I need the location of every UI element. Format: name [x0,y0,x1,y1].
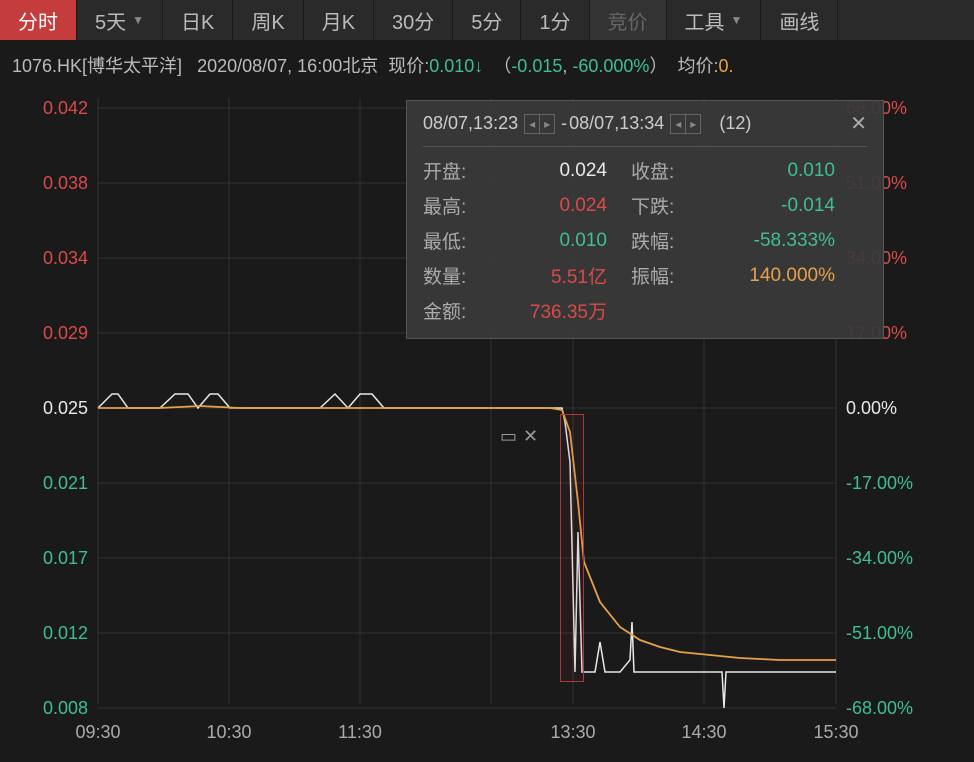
svg-text:15:30: 15:30 [813,722,858,742]
tooltip-label: 下跌: [631,192,691,219]
chevron-down-icon: ▼ [132,13,144,27]
tooltip-label: 跌幅: [631,227,691,254]
svg-text:0.042: 0.042 [43,98,88,118]
change-value: -0.015 [511,56,562,76]
chevron-down-icon: ▼ [731,13,743,27]
toolbar-tab[interactable]: 日K [163,0,233,40]
tooltip-count: (12) [719,113,751,134]
toolbar-tab[interactable]: 5天▼ [77,0,163,40]
svg-text:0.021: 0.021 [43,473,88,493]
price-label: 现价: [388,56,429,76]
price-value: 0.010 [429,56,474,76]
svg-text:0.034: 0.034 [43,248,88,268]
tooltip-value: 736.35万 [507,297,607,324]
tooltip-value: 5.51亿 [507,262,607,289]
svg-text:-68.00%: -68.00% [846,698,913,718]
svg-text:0.029: 0.029 [43,323,88,343]
tooltip-grid: 开盘: 0.024 收盘: 0.010 最高: 0.024 下跌: -0.014 最低: 0.01… [423,157,867,324]
tooltip-label: 振幅: [631,262,691,289]
tooltip-value: 0.024 [507,195,607,217]
tooltip-dates: 08/07,13:23 ◂▸ - 08/07,13:34 ◂▸ (12) [423,113,751,134]
avg-label: 均价: [677,56,718,76]
nav-right-icon[interactable]: ▸ [686,115,700,133]
tooltip-header: 08/07,13:23 ◂▸ - 08/07,13:34 ◂▸ (12) ✕ [423,111,867,147]
tooltip-label: 数量: [423,262,483,289]
ticker-label: 1076.HK[博华太平洋] [12,56,182,76]
svg-text:11:30: 11:30 [338,722,382,742]
nav-right-icon[interactable]: ▸ [540,115,554,133]
chart-toolbar: 分时5天▼日K周K月K30分5分1分竞价工具▼画线 [0,0,974,40]
tooltip-label: 金额: [423,297,483,324]
avg-value: 0. [718,56,733,76]
svg-text:0.038: 0.038 [43,173,88,193]
toolbar-tab[interactable]: 分时 [0,0,77,40]
svg-text:-34.00%: -34.00% [846,548,913,568]
svg-text:10:30: 10:30 [206,722,251,742]
svg-text:0.025: 0.025 [43,398,88,418]
tooltip-box: 08/07,13:23 ◂▸ - 08/07,13:34 ◂▸ (12) ✕ 开… [406,100,884,339]
tooltip-value: 0.010 [507,230,607,252]
chart-area[interactable]: 0.042 0.038 0.034 0.029 0.025 0.021 0.017 0.012… [0,82,974,762]
tooltip-end-nav[interactable]: ◂▸ [670,114,701,134]
tooltip-label: 最高: [423,192,483,219]
tooltip-close-icon[interactable]: ✕ [850,111,867,136]
tooltip-start: 08/07,13:23 [423,113,518,134]
tooltip-value: -0.014 [715,195,835,217]
change-pct-value: -60.000% [572,56,649,76]
selection-close-icon[interactable]: ✕ [523,426,538,447]
tooltip-label: 开盘: [423,157,483,184]
toolbar-tab[interactable]: 画线 [761,0,838,40]
tooltip-value: -58.333% [715,230,835,252]
nav-left-icon[interactable]: ◂ [525,115,540,133]
tooltip-value: 0.010 [715,160,835,182]
svg-text:14:30: 14:30 [681,722,726,742]
svg-text:13:30: 13:30 [550,722,595,742]
change-close-paren: ） [649,56,667,76]
datetime-label: 2020/08/07, 16:00北京 [197,56,378,76]
selection-handles[interactable]: ▭ ✕ [500,426,538,447]
tooltip-value: 0.024 [507,160,607,182]
arrow-down-icon: ↓ [474,56,483,76]
comma: , [562,56,572,76]
tooltip-dash: - [561,113,567,134]
svg-text:0.012: 0.012 [43,623,88,643]
toolbar-tab[interactable]: 工具▼ [667,0,762,40]
svg-text:0.017: 0.017 [43,548,88,568]
svg-text:0.008: 0.008 [43,698,88,718]
toolbar-tab[interactable]: 30分 [374,0,453,40]
tooltip-label: 最低: [423,227,483,254]
tooltip-start-nav[interactable]: ◂▸ [524,114,555,134]
toolbar-tab[interactable]: 周K [233,0,303,40]
svg-text:-51.00%: -51.00% [846,623,913,643]
toolbar-tab[interactable]: 5分 [453,0,521,40]
info-bar: 1076.HK[博华太平洋] 2020/08/07, 16:00北京 现价:0.… [0,40,974,82]
svg-text:0.00%: 0.00% [846,398,897,418]
tooltip-label: 收盘: [631,157,691,184]
nav-left-icon[interactable]: ◂ [671,115,686,133]
tooltip-end: 08/07,13:34 [569,113,664,134]
tooltip-value: 140.000% [715,265,835,287]
toolbar-tab[interactable]: 竞价 [590,0,667,40]
change-open-paren: （ [493,56,511,76]
toolbar-tab[interactable]: 月K [304,0,374,40]
toolbar-tab[interactable]: 1分 [521,0,589,40]
selection-move-icon[interactable]: ▭ [500,426,517,447]
svg-text:-17.00%: -17.00% [846,473,913,493]
svg-text:09:30: 09:30 [75,722,120,742]
